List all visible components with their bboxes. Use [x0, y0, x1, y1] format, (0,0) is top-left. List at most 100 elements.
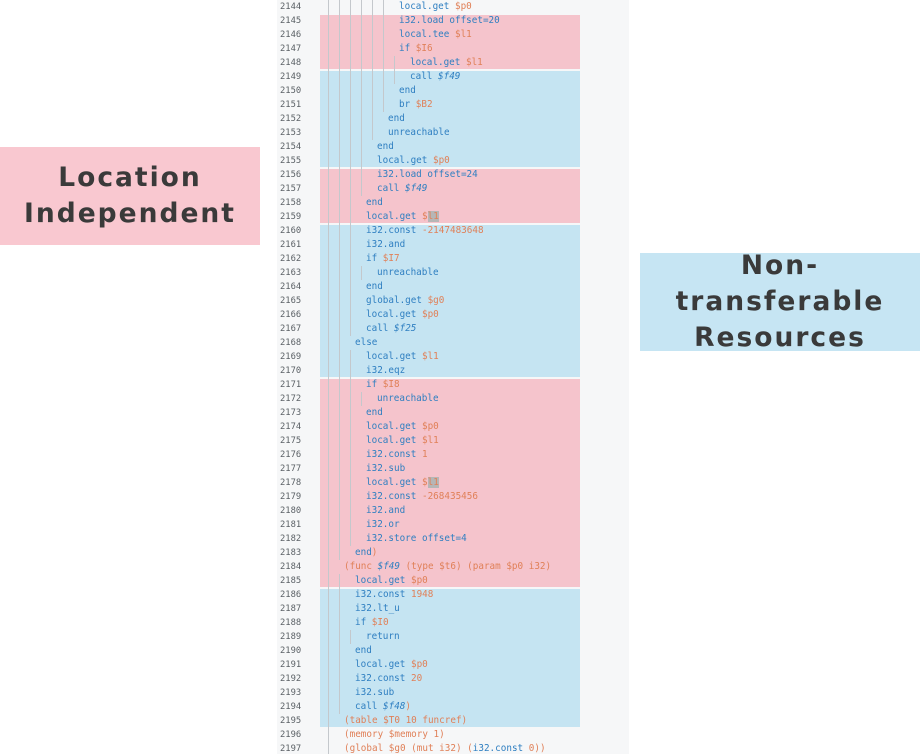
- code-token: i32.sub: [355, 687, 395, 698]
- label-right-line-1: Non-transferable: [675, 250, 885, 317]
- code-token: local.get: [377, 155, 433, 166]
- code-token: $I6: [415, 43, 433, 54]
- code-line: 2193 i32.sub: [277, 686, 629, 700]
- line-code: end): [355, 546, 377, 560]
- code-token: $I0: [371, 617, 389, 628]
- line-code: i32.lt_u: [355, 602, 400, 616]
- code-token: local.get: [366, 477, 422, 488]
- line-number: 2190: [280, 646, 302, 656]
- line-number: 2154: [280, 142, 302, 152]
- code-line: 2153 unreachable: [277, 126, 629, 140]
- code-line: 2154 end: [277, 140, 629, 154]
- line-number: 2171: [280, 380, 302, 390]
- line-code: i32.sub: [366, 462, 405, 476]
- code-line: 2187 i32.lt_u: [277, 602, 629, 616]
- code-token: global.get: [366, 295, 428, 306]
- line-number: 2158: [280, 198, 302, 208]
- code-token: if: [366, 379, 383, 390]
- code-token: $f49: [405, 183, 428, 194]
- line-code: (table $T0 10 funcref): [344, 714, 467, 728]
- indent-guide: [361, 392, 362, 406]
- code-token: l1: [427, 477, 439, 488]
- code-token: $: [421, 477, 428, 488]
- code-token: local.get: [366, 421, 422, 432]
- indent-guide: [394, 56, 395, 84]
- line-code: end: [388, 112, 405, 126]
- line-code: i32.const 20: [355, 672, 422, 686]
- line-number: 2153: [280, 128, 302, 138]
- line-code: (memory $memory 1): [344, 728, 445, 742]
- code-token: l1: [427, 211, 439, 222]
- line-code: i32.store offset=4: [366, 532, 467, 546]
- label-right-line-2: Resources: [694, 322, 866, 353]
- line-code: local.get $l1: [366, 210, 439, 224]
- code-line: 2172 unreachable: [277, 392, 629, 406]
- code-line: 2176 i32.const 1: [277, 448, 629, 462]
- line-number: 2197: [280, 744, 302, 754]
- line-code: local.get $p0: [366, 308, 439, 322]
- code-token: end: [366, 197, 383, 208]
- code-token: if: [355, 617, 372, 628]
- line-code: local.get $p0: [399, 0, 472, 14]
- code-token: i32.and: [366, 239, 406, 250]
- code-token: call: [410, 71, 438, 82]
- line-code: local.tee $l1: [399, 28, 472, 42]
- code-token: $f25: [394, 323, 417, 334]
- line-code: end: [399, 84, 416, 98]
- code-token: br: [399, 99, 416, 110]
- code-token: 0: [528, 743, 535, 754]
- line-code: end: [377, 140, 394, 154]
- code-token: if: [366, 253, 383, 264]
- code-token: $l1: [454, 29, 472, 40]
- code-line: 2192 i32.const 20: [277, 672, 629, 686]
- code-token: $p0: [421, 421, 439, 432]
- code-token: if: [399, 43, 416, 54]
- code-token: i32.eqz: [366, 365, 406, 376]
- code-line: 2147 if $I6: [277, 42, 629, 56]
- line-code: local.get $l1: [366, 476, 439, 490]
- line-code: local.get $l1: [366, 350, 439, 364]
- code-line: 2169 local.get $l1: [277, 350, 629, 364]
- code-line: 2167 call $f25: [277, 322, 629, 336]
- line-number: 2150: [280, 86, 302, 96]
- code-line: 2186 i32.const 1948: [277, 588, 629, 602]
- code-token: local.get: [410, 57, 466, 68]
- code-token: end: [399, 85, 416, 96]
- code-token: unreachable: [377, 267, 439, 278]
- line-number: 2187: [280, 604, 302, 614]
- code-token: $l1: [421, 351, 439, 362]
- code-token: ) (: [455, 743, 473, 754]
- code-token: ): [371, 547, 378, 558]
- line-number: 2162: [280, 254, 302, 264]
- line-code: local.get $p0: [377, 154, 450, 168]
- code-token: local.get: [366, 309, 422, 320]
- indent-guide: [350, 630, 351, 644]
- line-code: end: [355, 644, 372, 658]
- non-transferable-resources-label: Non-transferable Resources: [640, 250, 920, 353]
- line-number: 2188: [280, 618, 302, 628]
- code-token: $: [421, 211, 428, 222]
- code-token: $l1: [465, 57, 483, 68]
- code-token: (type $t6) (param $p0 i32): [399, 561, 552, 572]
- code-panel: 2144 local.get $p0 2145 i32.load offset=20 2…: [277, 0, 629, 754]
- line-code: br $B2: [399, 98, 433, 112]
- line-code: i32.or: [366, 518, 400, 532]
- code-token: $p0: [410, 575, 428, 586]
- code-line: 2175 local.get $l1: [277, 434, 629, 448]
- code-line: 2197 (global $g0 (mut i32) (i32.const 0)): [277, 742, 629, 754]
- line-code: i32.const -2147483648: [366, 224, 484, 238]
- line-code: i32.load offset=20: [399, 14, 500, 28]
- code-line: 2189 return: [277, 630, 629, 644]
- code-token: 20: [410, 673, 423, 684]
- line-number: 2168: [280, 338, 302, 348]
- code-line: 2168 else: [277, 336, 629, 350]
- code-token: end: [366, 407, 383, 418]
- code-token: i32.and: [366, 505, 406, 516]
- code-line: 2148 local.get $l1: [277, 56, 629, 70]
- line-number: 2163: [280, 268, 302, 278]
- line-number: 2166: [280, 310, 302, 320]
- code-line: 2179 i32.const -268435456: [277, 490, 629, 504]
- line-code: return: [366, 630, 400, 644]
- code-token: end: [377, 141, 394, 152]
- line-code: call $f49: [410, 70, 460, 84]
